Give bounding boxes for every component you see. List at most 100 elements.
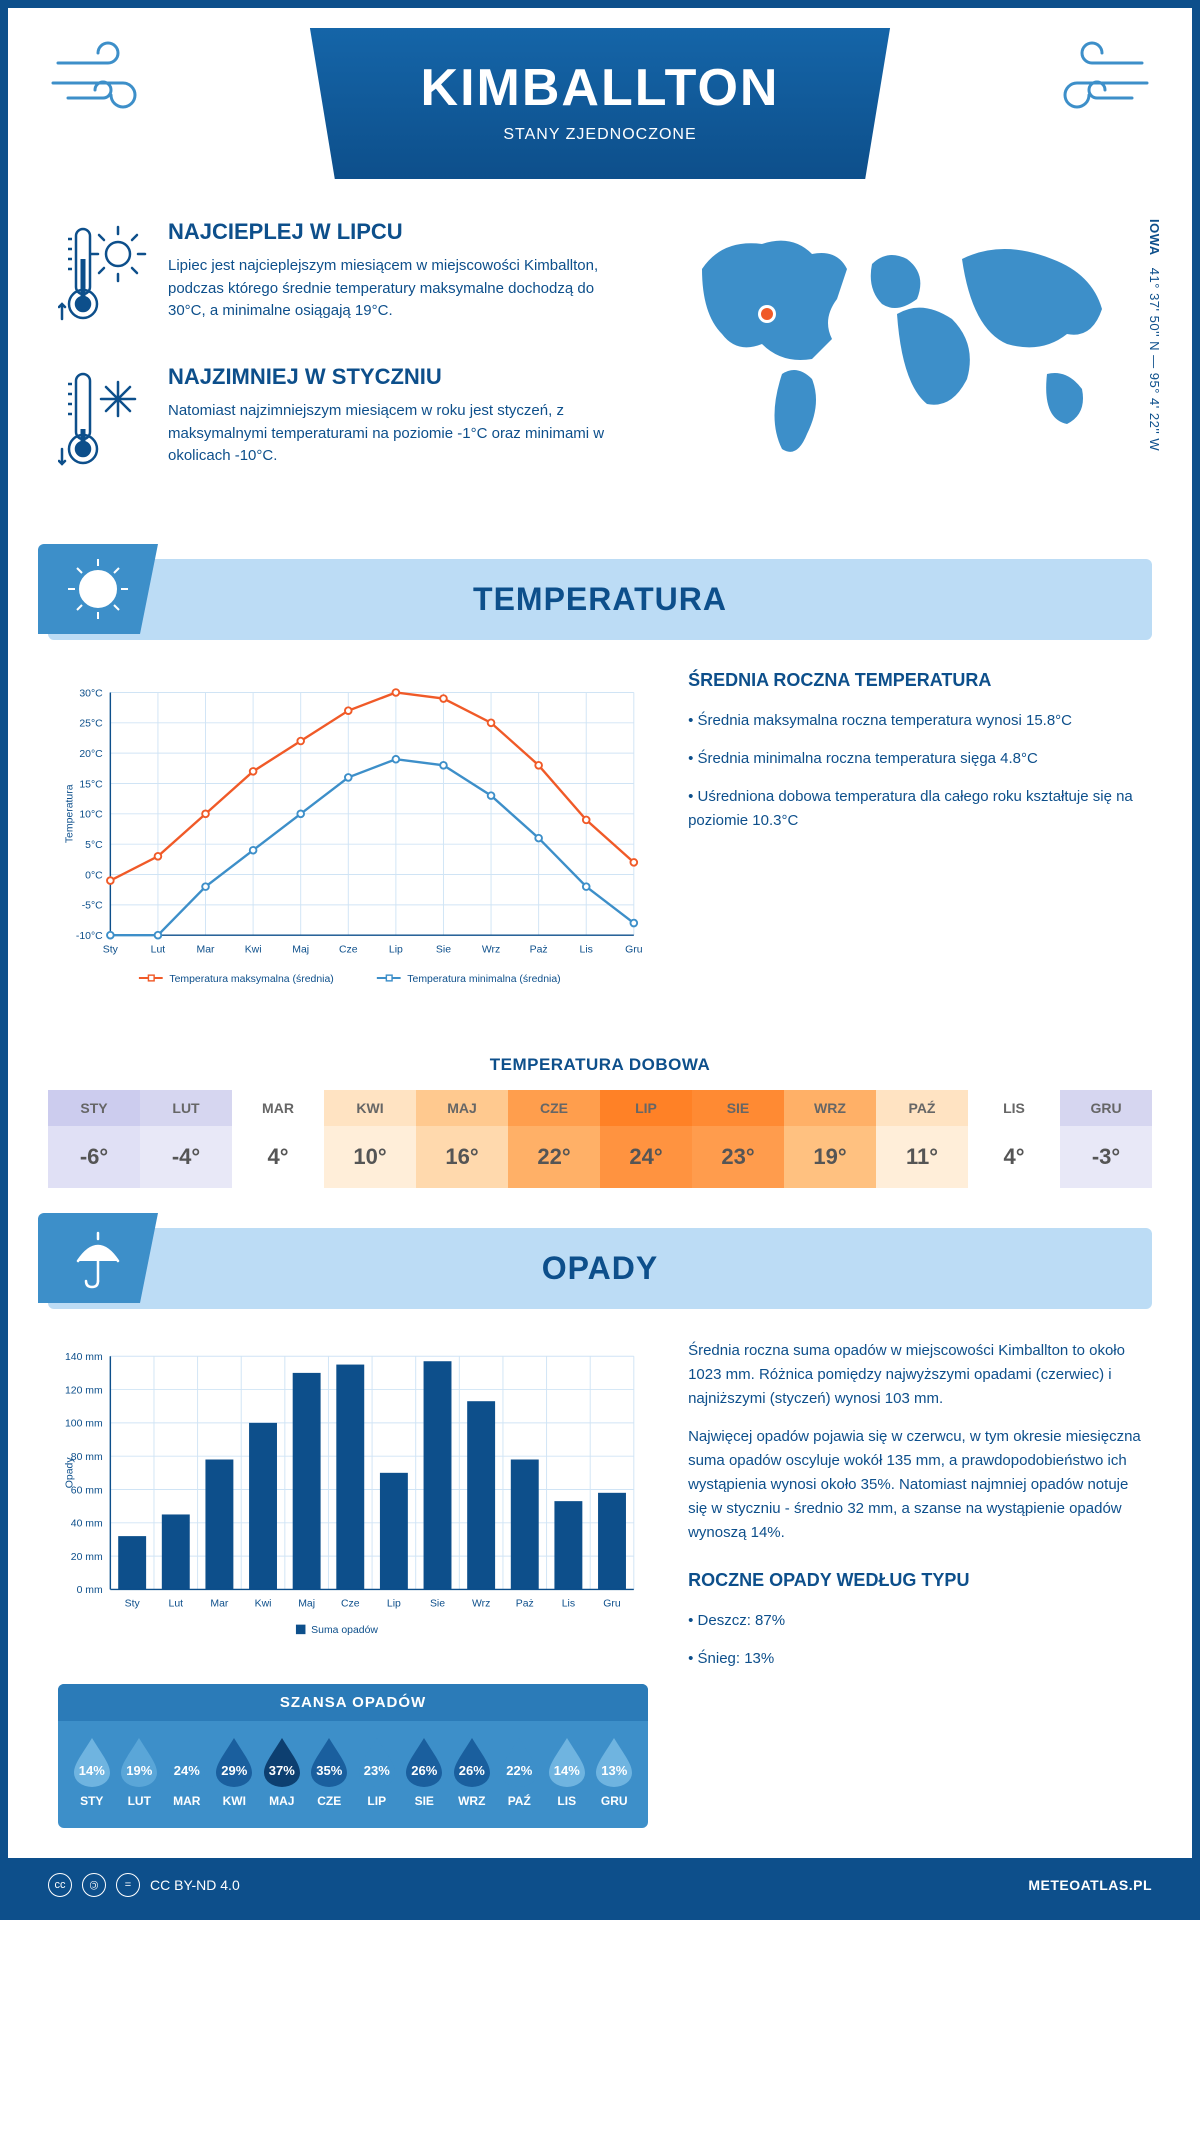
drop-icon: 29% <box>213 1736 255 1788</box>
nd-icon: = <box>116 1873 140 1897</box>
daily-cell: KWI 10° <box>324 1090 416 1188</box>
daily-month: LIP <box>600 1090 692 1126</box>
svg-text:20 mm: 20 mm <box>71 1552 103 1563</box>
header-wrap: KIMBALLTON STANY ZJEDNOCZONE <box>8 8 1192 179</box>
temp-bullet-2: Średnia minimalna roczna temperatura się… <box>688 747 1142 771</box>
daily-month: KWI <box>324 1090 416 1126</box>
drop-icon: 13% <box>593 1736 635 1788</box>
daily-cell: LIS 4° <box>968 1090 1060 1188</box>
daily-value: 10° <box>324 1126 416 1188</box>
warmest-title: NAJCIEPLEJ W LIPCU <box>168 219 632 245</box>
drop-icon: 26% <box>451 1736 493 1788</box>
daily-month: LIS <box>968 1090 1060 1126</box>
drop-month: PAŹ <box>498 1794 540 1808</box>
city-title: KIMBALLTON <box>206 58 995 118</box>
precip-chance-title: SZANSA OPADÓW <box>58 1684 648 1721</box>
svg-text:25°C: 25°C <box>79 719 103 730</box>
precip-heading: OPADY <box>48 1228 1152 1309</box>
temp-bullet-1: Średnia maksymalna roczna temperatura wy… <box>688 709 1142 733</box>
precip-chart-col: 0 mm20 mm40 mm60 mm80 mm100 mm120 mm140 … <box>58 1339 648 1828</box>
precip-type-snow: Śnieg: 13% <box>688 1647 1142 1671</box>
daily-month: GRU <box>1060 1090 1152 1126</box>
daily-value: 23° <box>692 1126 784 1188</box>
svg-text:-10°C: -10°C <box>76 931 103 942</box>
map-svg <box>662 219 1142 479</box>
precip-drop: 37% MAJ <box>261 1736 303 1808</box>
svg-text:Lis: Lis <box>562 1599 575 1610</box>
precip-drop: 14% STY <box>71 1736 113 1808</box>
daily-month: SIE <box>692 1090 784 1126</box>
precip-p1: Średnia roczna suma opadów w miejscowośc… <box>688 1339 1142 1411</box>
world-map: IOWA 41° 37' 50'' N — 95° 4' 22'' W <box>662 219 1142 509</box>
temperature-heading: TEMPERATURA <box>48 559 1152 640</box>
header-banner: KIMBALLTON STANY ZJEDNOCZONE <box>186 28 1015 179</box>
coldest-title: NAJZIMNIEJ W STYCZNIU <box>168 364 632 390</box>
svg-text:Suma opadów: Suma opadów <box>311 1625 378 1636</box>
drop-icon: 26% <box>403 1736 445 1788</box>
country-subtitle: STANY ZJEDNOCZONE <box>206 126 995 144</box>
daily-cell: GRU -3° <box>1060 1090 1152 1188</box>
precip-drop: 23% LIP <box>356 1736 398 1808</box>
svg-text:5°C: 5°C <box>85 840 103 851</box>
svg-text:80 mm: 80 mm <box>71 1452 103 1463</box>
svg-text:0°C: 0°C <box>85 870 103 881</box>
umbrella-icon <box>38 1213 158 1303</box>
svg-text:Lip: Lip <box>389 944 403 955</box>
wind-icon-right <box>1032 38 1152 118</box>
precip-p2: Najwięcej opadów pojawia się w czerwcu, … <box>688 1425 1142 1545</box>
drop-month: STY <box>71 1794 113 1808</box>
footer-site: METEOATLAS.PL <box>1028 1877 1152 1893</box>
drop-month: LIS <box>546 1794 588 1808</box>
drop-month: GRU <box>593 1794 635 1808</box>
daily-cell: LIP 24° <box>600 1090 692 1188</box>
drop-icon: 24% <box>166 1736 208 1788</box>
daily-cell: MAR 4° <box>232 1090 324 1188</box>
precip-drop: 19% LUT <box>118 1736 160 1808</box>
intro-facts: NAJCIEPLEJ W LIPCU Lipiec jest najcieple… <box>58 219 632 509</box>
drop-month: LIP <box>356 1794 398 1808</box>
precip-drop: 13% GRU <box>593 1736 635 1808</box>
coldest-body: NAJZIMNIEJ W STYCZNIU Natomiast najzimni… <box>168 364 632 474</box>
by-icon: 🄯 <box>82 1873 106 1897</box>
daily-value: 19° <box>784 1126 876 1188</box>
precip-chance-panel: SZANSA OPADÓW 14% STY 19% LUT 24% MAR 29… <box>58 1684 648 1828</box>
coords-value: 41° 37' 50'' N — 95° 4' 22'' W <box>1147 268 1162 451</box>
drop-icon: 14% <box>546 1736 588 1788</box>
svg-text:Lut: Lut <box>151 944 166 955</box>
svg-text:Temperatura minimalna (średnia: Temperatura minimalna (średnia) <box>407 974 560 985</box>
warmest-fact: NAJCIEPLEJ W LIPCU Lipiec jest najcieple… <box>58 219 632 329</box>
daily-cell: PAŹ 11° <box>876 1090 968 1188</box>
precip-chance-drops: 14% STY 19% LUT 24% MAR 29% KWI 37% MAJ … <box>58 1721 648 1813</box>
daily-cell: SIE 23° <box>692 1090 784 1188</box>
drop-icon: 14% <box>71 1736 113 1788</box>
coordinates: IOWA 41° 37' 50'' N — 95° 4' 22'' W <box>1147 219 1162 451</box>
daily-value: -3° <box>1060 1126 1152 1188</box>
svg-text:Kwi: Kwi <box>255 1599 272 1610</box>
coldest-text: Natomiast najzimniejszym miesiącem w rok… <box>168 400 632 468</box>
coldest-fact: NAJZIMNIEJ W STYCZNIU Natomiast najzimni… <box>58 364 632 474</box>
svg-text:Gru: Gru <box>603 1599 621 1610</box>
svg-text:10°C: 10°C <box>79 810 103 821</box>
temp-bullet-3: Uśredniona dobowa temperatura dla całego… <box>688 785 1142 833</box>
daily-temp-table: STY -6°LUT -4°MAR 4°KWI 10°MAJ 16°CZE 22… <box>48 1090 1152 1188</box>
drop-month: LUT <box>118 1794 160 1808</box>
daily-value: 16° <box>416 1126 508 1188</box>
svg-text:Mar: Mar <box>197 944 216 955</box>
daily-value: -6° <box>48 1126 140 1188</box>
daily-value: 11° <box>876 1126 968 1188</box>
svg-text:Maj: Maj <box>292 944 309 955</box>
svg-text:140 mm: 140 mm <box>65 1352 103 1363</box>
svg-text:30°C: 30°C <box>79 688 103 699</box>
svg-text:Cze: Cze <box>339 944 358 955</box>
precip-text: Średnia roczna suma opadów w miejscowośc… <box>688 1339 1142 1828</box>
svg-text:Kwi: Kwi <box>245 944 262 955</box>
temperature-heading-text: TEMPERATURA <box>473 581 727 617</box>
svg-text:Opady: Opady <box>64 1457 75 1489</box>
precip-drop: 26% SIE <box>403 1736 445 1808</box>
svg-text:Mar: Mar <box>210 1599 229 1610</box>
sun-icon <box>38 544 158 634</box>
temperature-row: -10°C-5°C0°C5°C10°C15°C20°C25°C30°CStyLu… <box>8 670 1192 1045</box>
daily-cell: CZE 22° <box>508 1090 600 1188</box>
precip-drop: 35% CZE <box>308 1736 350 1808</box>
precip-chart-svg: 0 mm20 mm40 mm60 mm80 mm100 mm120 mm140 … <box>58 1339 648 1659</box>
